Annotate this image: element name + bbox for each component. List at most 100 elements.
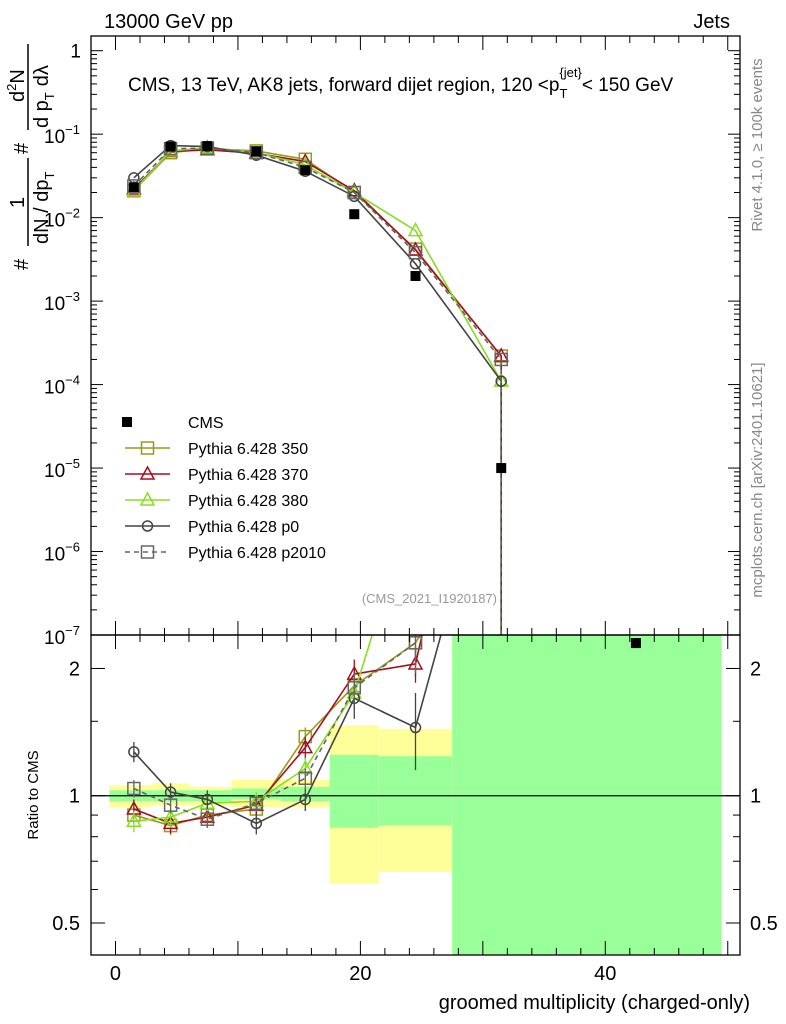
legend-label-p2010: Pythia 6.428 p2010: [188, 545, 326, 562]
data-point-6: [410, 270, 421, 281]
ratio-ytick-label-right-2: 2: [750, 658, 761, 680]
legend-marker-cms: [122, 417, 132, 427]
header-jets-label: Jets: [693, 11, 730, 33]
ratio-frame: [90, 634, 741, 956]
legend-label-p0: Pythia 6.428 p0: [188, 519, 299, 536]
main-ytick-base-2: 10: [44, 461, 65, 482]
legend: CMS Pythia 6.428 350 Pythia 6.428 370 Pythi…: [122, 415, 326, 562]
main-ytick-exp-5: −2: [65, 206, 80, 221]
legend-label-p350: Pythia 6.428 350: [188, 441, 308, 458]
main-ytick-exp-0: −7: [65, 623, 80, 638]
main-ytick-label-0: 10−7: [44, 623, 80, 649]
main-point-p0-7: [495, 375, 507, 387]
main-ytick-label-5: 10−2: [44, 206, 80, 232]
data-point-2: [202, 141, 213, 152]
ratio-point-p2010-2: [200, 812, 215, 826]
legend-label-p370: Pythia 6.428 370: [188, 467, 308, 484]
main-ytick-base-0: 10: [44, 628, 65, 649]
ratio-point-p0-0: [128, 746, 140, 758]
main-ytick-label-7: 1: [70, 42, 81, 63]
title-pt-sub: T: [559, 86, 567, 101]
ratio-ytick-label-right-1: 1: [750, 786, 761, 808]
ratio-point-p380-1: [162, 808, 179, 823]
band-green-5: [329, 754, 379, 828]
main-ytick-base-6: 10: [44, 127, 65, 148]
legend-marker-p350: [140, 441, 155, 455]
main-line-p2010: [133, 147, 503, 635]
legend-marker-p0: [141, 520, 154, 532]
main-line-p370: [133, 148, 503, 635]
main-ytick-base-3: 10: [44, 378, 65, 399]
x-axis-label: groomed multiplicity (charged-only): [439, 992, 750, 1014]
ylabel-den: dN / dpT: [31, 172, 57, 244]
title-prefix: CMS, 13 TeV, AK8 jets, forward dijet reg…: [128, 75, 559, 96]
ratio-ytick-label-1: 1: [69, 786, 80, 808]
data-point-1: [165, 141, 176, 152]
main-ytick-base-4: 10: [44, 294, 65, 315]
main-line-p380: [133, 146, 503, 635]
main-ytick-exp-3: −4: [65, 373, 80, 388]
data-point-3: [251, 146, 262, 157]
ratio-y-axis-label: Ratio to CMS: [25, 750, 42, 839]
main-ytick-base-5: 10: [44, 211, 65, 232]
title-suffix: < 150 GeV: [582, 75, 674, 96]
main-y-axis-label: # 1 dN / dpT # d2N d pTdλ: [4, 44, 57, 270]
main-point-p380-6: [407, 221, 424, 237]
data-point-4: [300, 165, 311, 176]
analysis-watermark: (CMS_2021_I1920187): [362, 591, 497, 606]
main-ytick-exp-1: −6: [65, 540, 80, 555]
ratio-point-p2010-6: [408, 636, 423, 650]
main-ytick-exp-4: −3: [65, 289, 80, 304]
ratio-point-p2010-3: [249, 796, 264, 810]
ratio-point-p0-3: [250, 817, 263, 830]
legend-marker-p2010: [140, 545, 155, 559]
ratio-point-p2010-0: [127, 781, 141, 796]
mcplots-label: mcplots.cern.ch [arXiv:2401.10621]: [749, 362, 766, 597]
ratio-point-p0-2: [201, 793, 214, 806]
ylabel-one: 1: [7, 197, 29, 208]
main-point-p2010-6: [408, 245, 423, 260]
ylabel-hash-1: #: [11, 258, 33, 270]
main-ytick-label-1: 10−6: [44, 540, 80, 566]
rivet-version-label: Rivet 4.1.0, ≥ 100k events: [749, 58, 766, 231]
xtick-label-1: 20: [349, 963, 371, 985]
ratio-point-p2010-4: [298, 771, 313, 785]
xtick-label-0: 0: [110, 963, 121, 985]
main-point-p2010-5: [347, 185, 362, 200]
main-ytick-label-2: 10−5: [44, 456, 80, 482]
legend-marker-p380: [139, 491, 156, 506]
main-point-p2010-7: [494, 352, 508, 367]
main-ytick-exp-6: −1: [65, 122, 80, 137]
ratio-ytick-label-right-0: 0.5: [750, 913, 778, 935]
legend-label-p380: Pythia 6.428 380: [188, 493, 308, 510]
main-ytick-label-3: 10−4: [44, 373, 80, 399]
title-jet-sup: {jet}: [559, 65, 582, 80]
ratio-point-p0-6: [409, 721, 422, 734]
ratio-point-p2010-5: [347, 681, 362, 695]
main-ytick-label-4: 10−3: [44, 289, 80, 315]
data-point-8: [630, 638, 641, 649]
legend-marker-p370: [139, 465, 156, 480]
legend-label-cms: CMS: [188, 415, 224, 432]
ylabel-bot: d pTdλ: [31, 65, 57, 128]
main-line-p0: [133, 144, 503, 635]
main-series-group: [126, 139, 509, 635]
main-ytick-label-6: 10−1: [44, 122, 80, 148]
main-ytick-base-1: 10: [44, 545, 65, 566]
main-point-p0-5: [348, 190, 361, 203]
ratio-series-group: [126, 635, 442, 835]
data-point-0: [128, 182, 139, 193]
header-energy-label: 13000 GeV pp: [104, 11, 233, 33]
ratio-point-p0-1: [164, 786, 177, 798]
data-point-7: [496, 463, 507, 474]
xtick-label-2: 40: [594, 963, 616, 985]
ratio-ytick-label-0: 0.5: [52, 913, 80, 935]
data-point-5: [349, 209, 360, 220]
ratio-line-p0: [133, 635, 442, 825]
ratio-ytick-label-2: 2: [69, 658, 80, 680]
axes-group: 10−710−610−510−410−310−210−110 20 400.5 0.5…: [44, 35, 778, 985]
ylabel-top: d2N: [4, 69, 29, 102]
ylabel-hash-2: #: [11, 142, 33, 154]
main-line-p350: [133, 147, 503, 635]
